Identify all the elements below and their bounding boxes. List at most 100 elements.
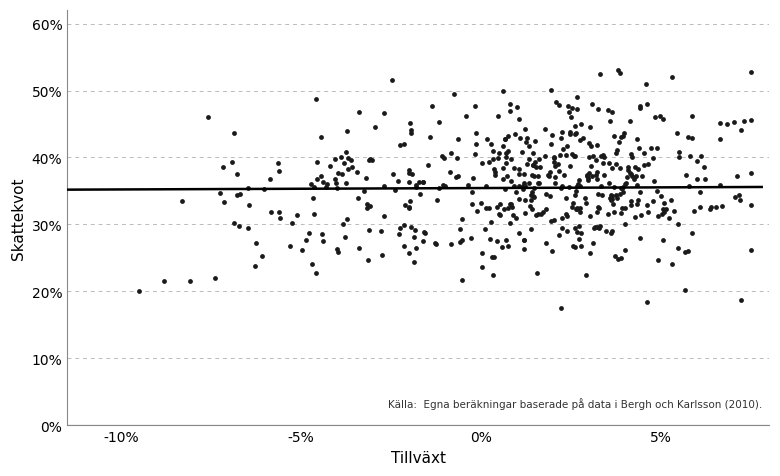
Point (315, 173, 328, 181)
Point (376, 252, 388, 260)
Point (540, 191, 552, 199)
Point (409, 227, 421, 234)
Point (265, 209, 278, 217)
Point (436, 153, 448, 161)
Point (584, 213, 597, 220)
Point (548, 163, 561, 170)
Point (476, 160, 488, 168)
Point (745, 247, 757, 254)
Point (569, 192, 581, 200)
Point (604, 191, 617, 199)
Point (230, 171, 243, 178)
Point (402, 169, 415, 177)
Point (351, 169, 363, 176)
Point (622, 164, 635, 171)
Point (452, 136, 464, 143)
Point (619, 180, 632, 188)
Point (310, 96, 322, 104)
Point (530, 164, 542, 171)
Point (654, 193, 667, 200)
Point (509, 188, 522, 196)
Point (360, 174, 373, 182)
Point (437, 182, 449, 190)
Point (480, 183, 493, 191)
Point (571, 205, 583, 213)
Point (538, 126, 551, 133)
Point (553, 102, 566, 110)
Point (738, 118, 750, 126)
Point (537, 209, 549, 217)
Point (591, 106, 604, 113)
Point (226, 159, 239, 167)
Point (499, 237, 512, 244)
Point (405, 130, 417, 138)
Point (419, 229, 431, 237)
Point (242, 224, 254, 232)
Point (642, 208, 654, 216)
Point (317, 238, 329, 245)
Point (438, 183, 451, 190)
Point (570, 106, 583, 114)
Point (626, 172, 638, 180)
Point (576, 135, 589, 142)
Point (341, 128, 353, 136)
Point (612, 67, 624, 74)
Point (569, 123, 581, 131)
Point (594, 223, 607, 231)
Point (633, 103, 646, 110)
Point (533, 180, 545, 188)
Point (590, 169, 603, 177)
Point (555, 135, 567, 143)
Point (554, 152, 566, 159)
Text: Källa:  Egna beräkningar baserade på data i Bergh och Karlsson (2010).: Källa: Egna beräkningar baserade på data… (388, 397, 762, 409)
Point (686, 113, 698, 121)
Point (497, 165, 509, 172)
Point (452, 173, 465, 180)
Point (532, 172, 544, 180)
Point (736, 127, 748, 134)
Point (633, 197, 645, 205)
Point (453, 239, 466, 247)
Point (569, 243, 581, 251)
Point (456, 277, 468, 284)
Point (632, 166, 644, 174)
Point (683, 183, 696, 190)
Point (608, 184, 620, 191)
Point (544, 192, 556, 200)
Point (517, 185, 530, 193)
Point (549, 180, 562, 188)
Point (329, 180, 342, 188)
Point (374, 228, 387, 236)
Point (519, 183, 532, 191)
Point (526, 162, 539, 169)
Point (388, 187, 401, 194)
Point (730, 173, 743, 181)
Point (613, 165, 626, 173)
Point (342, 166, 354, 173)
Point (573, 222, 585, 230)
Point (560, 195, 573, 202)
Point (581, 173, 594, 180)
Point (622, 167, 634, 174)
Point (651, 145, 663, 153)
Point (569, 225, 581, 232)
Point (505, 156, 517, 164)
Point (228, 220, 240, 228)
Point (590, 142, 603, 150)
Point (595, 182, 608, 190)
Point (591, 209, 604, 217)
Point (508, 182, 520, 190)
Point (394, 141, 406, 149)
X-axis label: Tillväxt: Tillväxt (391, 450, 445, 465)
Point (690, 176, 703, 184)
Point (360, 205, 373, 213)
Point (407, 258, 420, 266)
Point (410, 184, 423, 191)
Point (625, 202, 637, 210)
Point (353, 109, 365, 116)
Point (361, 201, 374, 208)
Point (597, 151, 609, 159)
Point (572, 181, 584, 189)
Point (606, 228, 619, 236)
Point (713, 120, 725, 128)
